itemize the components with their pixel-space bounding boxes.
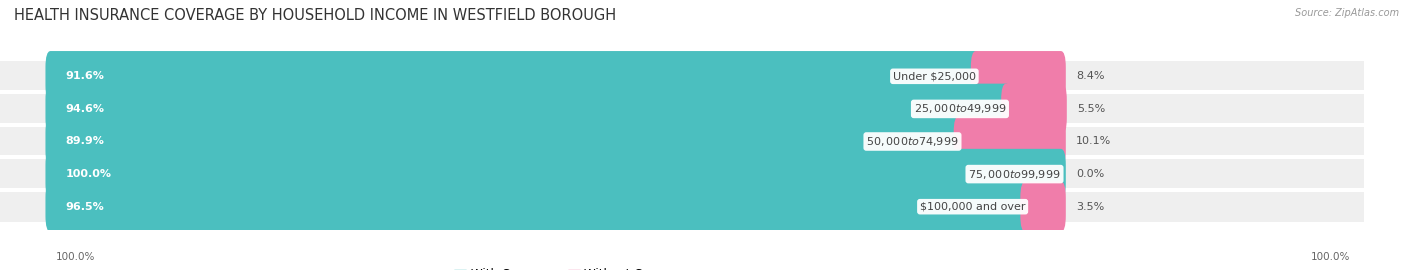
Text: $100,000 and over: $100,000 and over [920,202,1025,212]
Text: 8.4%: 8.4% [1076,71,1104,81]
Text: $50,000 to $74,999: $50,000 to $74,999 [866,135,959,148]
Text: 96.5%: 96.5% [66,202,104,212]
FancyBboxPatch shape [970,51,1066,102]
Text: 0.0%: 0.0% [1076,169,1104,179]
FancyBboxPatch shape [45,149,1066,199]
Text: $25,000 to $49,999: $25,000 to $49,999 [914,102,1007,115]
Text: $75,000 to $99,999: $75,000 to $99,999 [969,168,1060,181]
Text: 3.5%: 3.5% [1076,202,1104,212]
Text: 10.1%: 10.1% [1076,137,1111,147]
FancyBboxPatch shape [953,116,1066,167]
Text: 100.0%: 100.0% [1310,252,1350,262]
Bar [0,127,1364,156]
FancyBboxPatch shape [1021,181,1066,232]
Bar [0,94,1364,124]
Bar [0,62,1364,91]
Text: 100.0%: 100.0% [56,252,96,262]
Text: 100.0%: 100.0% [66,169,111,179]
Text: Under $25,000: Under $25,000 [893,71,976,81]
FancyBboxPatch shape [45,181,1031,232]
Bar [0,192,1364,221]
Text: 89.9%: 89.9% [66,137,104,147]
Text: 5.5%: 5.5% [1077,104,1105,114]
FancyBboxPatch shape [1001,84,1067,134]
FancyBboxPatch shape [45,84,1011,134]
Text: HEALTH INSURANCE COVERAGE BY HOUSEHOLD INCOME IN WESTFIELD BOROUGH: HEALTH INSURANCE COVERAGE BY HOUSEHOLD I… [14,8,616,23]
Bar [0,159,1364,189]
Text: 91.6%: 91.6% [66,71,104,81]
FancyBboxPatch shape [45,51,981,102]
Text: Source: ZipAtlas.com: Source: ZipAtlas.com [1295,8,1399,18]
Text: 94.6%: 94.6% [66,104,104,114]
Legend: With Coverage, Without Coverage: With Coverage, Without Coverage [454,268,692,270]
FancyBboxPatch shape [45,116,963,167]
